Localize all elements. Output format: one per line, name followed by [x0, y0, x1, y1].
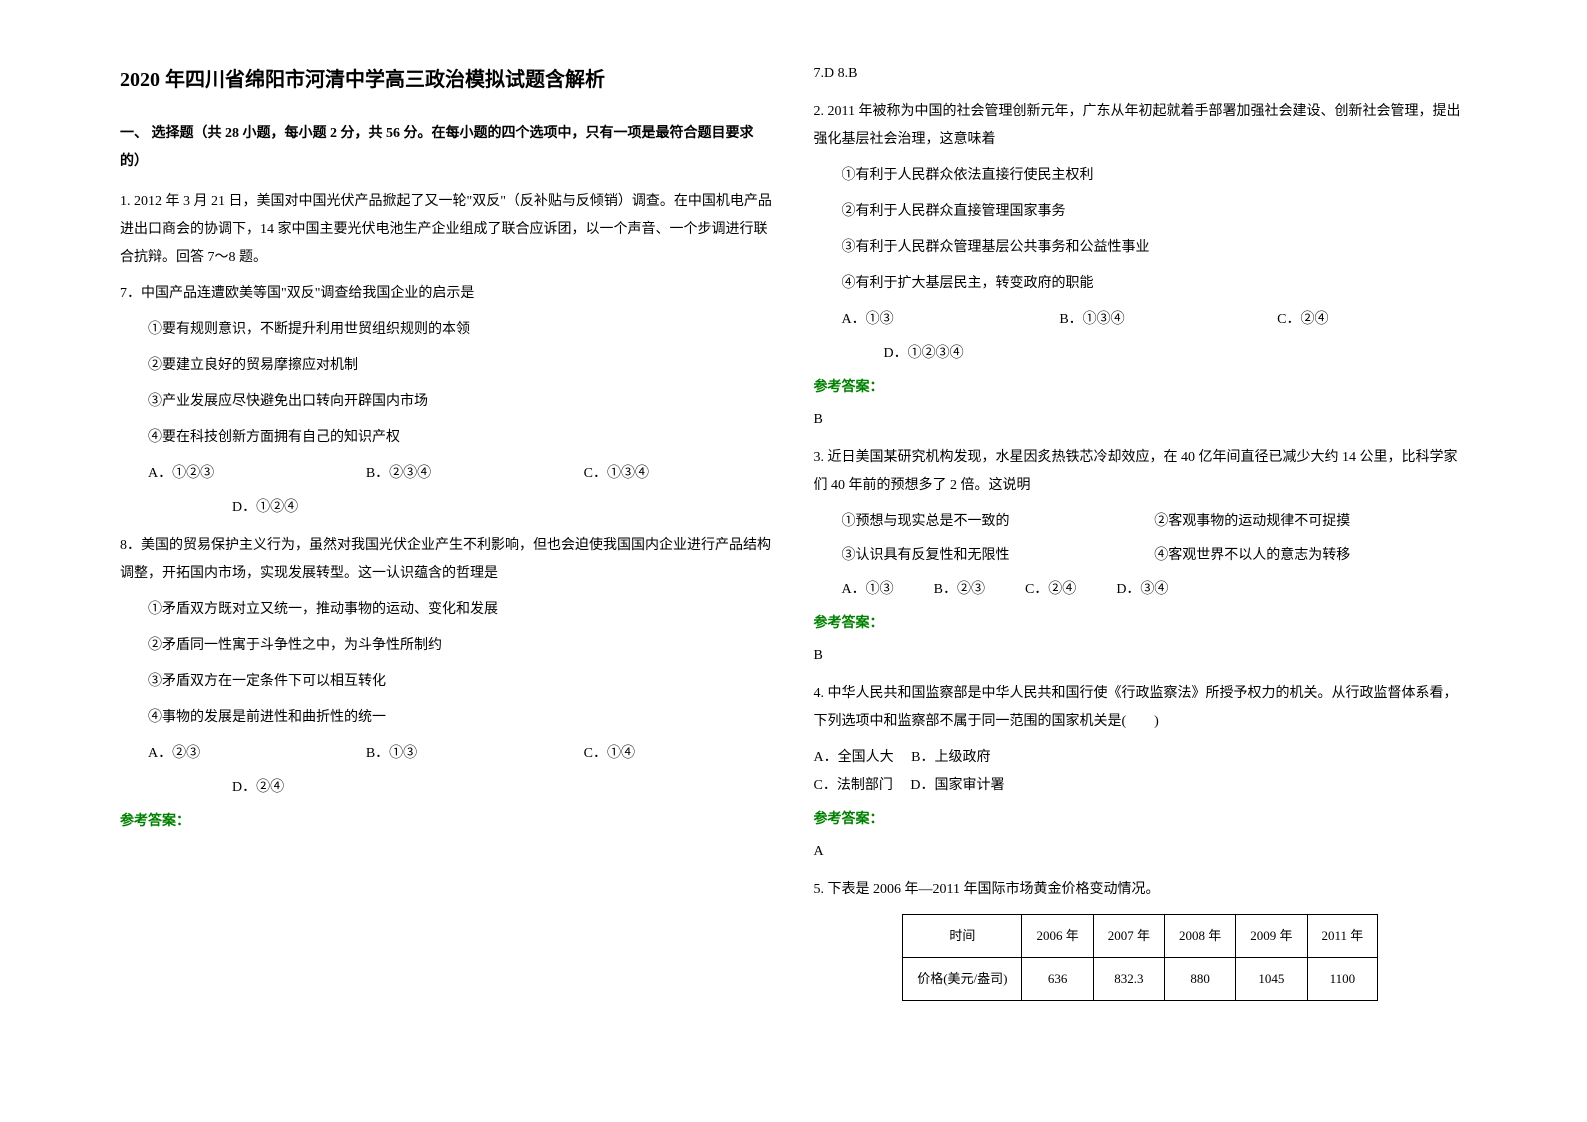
q2-option-b: B．①③④	[1031, 306, 1249, 334]
q4-option-b: B．上级政府	[911, 750, 990, 765]
table-header-cell: 2009 年	[1236, 915, 1307, 958]
q3-option-d: D．③④	[1116, 576, 1168, 604]
q1-answer: 7.D 8.B	[814, 60, 1468, 88]
page-title: 2020 年四川省绵阳市河清中学高三政治模拟试题含解析	[120, 60, 774, 100]
q5-table: 时间 2006 年 2007 年 2008 年 2009 年 2011 年 价格…	[902, 914, 1378, 1001]
table-header-cell: 2006 年	[1022, 915, 1093, 958]
question-3: 3. 近日美国某研究机构发现，水星因炙热铁芯冷却效应，在 40 亿年间直径已减少…	[814, 444, 1468, 670]
table-header-cell: 2007 年	[1093, 915, 1164, 958]
q8-option-d: D．②④	[232, 780, 284, 795]
part1-header: 一、 选择题（共 28 小题，每小题 2 分，共 56 分。在每小题的四个选项中…	[120, 120, 774, 176]
q7-item-1: ①要有规则意识，不断提升利用世贸组织规则的本领	[120, 316, 774, 344]
q3-answer: B	[814, 642, 1468, 670]
q2-option-d: D．①②③④	[884, 346, 964, 361]
q7-option-d: D．①②④	[232, 500, 298, 515]
table-cell: 1045	[1236, 958, 1307, 1001]
q8-option-b: B．①③	[338, 740, 556, 768]
table-cell: 1100	[1307, 958, 1378, 1001]
q2-answer: B	[814, 406, 1468, 434]
q3-stem: 3. 近日美国某研究机构发现，水星因炙热铁芯冷却效应，在 40 亿年间直径已减少…	[814, 444, 1468, 500]
table-header-row: 时间 2006 年 2007 年 2008 年 2009 年 2011 年	[903, 915, 1378, 958]
q3-item-3: ③认识具有反复性和无限性	[842, 542, 1155, 570]
table-header-cell: 时间	[903, 915, 1022, 958]
q7-item-2: ②要建立良好的贸易摩擦应对机制	[120, 352, 774, 380]
answer-label: 参考答案：	[814, 806, 1468, 834]
q4-answer: A	[814, 838, 1468, 866]
q3-item-2: ②客观事物的运动规律不可捉摸	[1154, 508, 1467, 536]
q2-item-3: ③有利于人民群众管理基层公共事务和公益性事业	[814, 234, 1468, 262]
answer-label: 参考答案：	[120, 808, 774, 836]
q3-item-4: ④客观世界不以人的意志为转移	[1154, 542, 1467, 570]
q2-item-2: ②有利于人民群众直接管理国家事务	[814, 198, 1468, 226]
q8-option-a: A．②③	[120, 740, 338, 768]
table-header-cell: 2011 年	[1307, 915, 1378, 958]
q4-stem: 4. 中华人民共和国监察部是中华人民共和国行使《行政监察法》所授予权力的机关。从…	[814, 680, 1468, 736]
q2-stem: 2. 2011 年被称为中国的社会管理创新元年，广东从年初起就着手部署加强社会建…	[814, 98, 1468, 154]
q3-option-c: C．②④	[1025, 576, 1076, 604]
q3-option-b: B．②③	[934, 576, 985, 604]
q8-item-4: ④事物的发展是前进性和曲折性的统一	[120, 704, 774, 732]
table-row-label: 价格(美元/盎司)	[903, 958, 1022, 1001]
q2-option-a: A．①③	[814, 306, 1032, 334]
q7-option-a: A．①②③	[120, 460, 338, 488]
q1-intro: 1. 2012 年 3 月 21 日，美国对中国光伏产品掀起了又一轮"双反"（反…	[120, 188, 774, 272]
q7-item-3: ③产业发展应尽快避免出口转向开辟国内市场	[120, 388, 774, 416]
q8-option-c: C．①④	[556, 740, 774, 768]
question-1: 1. 2012 年 3 月 21 日，美国对中国光伏产品掀起了又一轮"双反"（反…	[120, 188, 774, 836]
q4-option-c: C．法制部门	[814, 778, 893, 793]
q8-stem: 8．美国的贸易保护主义行为，虽然对我国光伏企业产生不利影响，但也会迫使我国国内企…	[120, 532, 774, 588]
q4-option-d: D．国家审计署	[910, 778, 1004, 793]
q7-option-c: C．①③④	[556, 460, 774, 488]
table-row: 价格(美元/盎司) 636 832.3 880 1045 1100	[903, 958, 1378, 1001]
q5-stem: 5. 下表是 2006 年—2011 年国际市场黄金价格变动情况。	[814, 876, 1468, 904]
q2-item-4: ④有利于扩大基层民主，转变政府的职能	[814, 270, 1468, 298]
q3-option-a: A．①③	[842, 576, 894, 604]
q2-option-c: C．②④	[1249, 306, 1467, 334]
q8-item-1: ①矛盾双方既对立又统一，推动事物的运动、变化和发展	[120, 596, 774, 624]
answer-label: 参考答案：	[814, 610, 1468, 638]
q3-item-1: ①预想与现实总是不一致的	[842, 508, 1155, 536]
q8-item-2: ②矛盾同一性寓于斗争性之中，为斗争性所制约	[120, 632, 774, 660]
q2-item-1: ①有利于人民群众依法直接行使民主权利	[814, 162, 1468, 190]
q7-stem: 7．中国产品连遭欧美等国"双反"调查给我国企业的启示是	[120, 280, 774, 308]
question-4: 4. 中华人民共和国监察部是中华人民共和国行使《行政监察法》所授予权力的机关。从…	[814, 680, 1468, 866]
q7-option-b: B．②③④	[338, 460, 556, 488]
table-cell: 832.3	[1093, 958, 1164, 1001]
q8-item-3: ③矛盾双方在一定条件下可以相互转化	[120, 668, 774, 696]
table-cell: 880	[1165, 958, 1236, 1001]
q4-option-a: A．全国人大	[814, 750, 894, 765]
answer-label: 参考答案：	[814, 374, 1468, 402]
q7-item-4: ④要在科技创新方面拥有自己的知识产权	[120, 424, 774, 452]
table-cell: 636	[1022, 958, 1093, 1001]
question-2: 2. 2011 年被称为中国的社会管理创新元年，广东从年初起就着手部署加强社会建…	[814, 98, 1468, 434]
table-header-cell: 2008 年	[1165, 915, 1236, 958]
question-5: 5. 下表是 2006 年—2011 年国际市场黄金价格变动情况。 时间 200…	[814, 876, 1468, 1001]
